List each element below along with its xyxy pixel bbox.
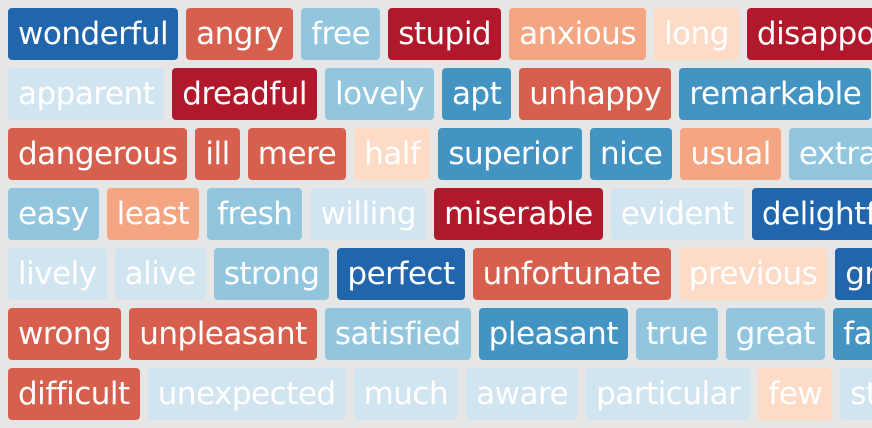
word-tile-perfect[interactable]: perfect — [337, 248, 465, 300]
word-tile-stupid[interactable]: stupid — [388, 8, 502, 60]
word-tile-steady[interactable]: steady — [840, 368, 872, 420]
word-tile-easy[interactable]: easy — [8, 188, 99, 240]
word-tile-great[interactable]: great — [725, 308, 826, 360]
word-row: apparent dreadful lovely apt unhappy rem… — [8, 68, 872, 120]
word-tile-extraordina[interactable]: extraordina — [788, 128, 872, 180]
word-row: easy least fresh willing miserable evide… — [8, 188, 872, 240]
word-row: lively alive strong perfect unfortunate … — [8, 248, 872, 300]
word-row: wonderful angry free stupid anxious long… — [8, 8, 872, 60]
word-tile-lively[interactable]: lively — [8, 248, 107, 300]
word-tile-satisfied[interactable]: satisfied — [324, 308, 471, 360]
word-tile-long[interactable]: long — [653, 8, 739, 60]
word-tile-nice[interactable]: nice — [589, 128, 673, 180]
word-tile-true[interactable]: true — [635, 308, 718, 360]
word-tile-delightful[interactable]: delightful — [751, 188, 872, 240]
word-tile-strong[interactable]: strong — [213, 248, 330, 300]
word-row: wrong unpleasant satisfied pleasant true… — [8, 308, 872, 360]
word-tile-fresh[interactable]: fresh — [207, 188, 303, 240]
word-tile-greatest[interactable]: greatest — [835, 248, 872, 300]
word-tile-difficult[interactable]: difficult — [8, 368, 140, 420]
word-tile-lovely[interactable]: lovely — [324, 68, 434, 120]
word-tile-previous[interactable]: previous — [678, 248, 828, 300]
word-tile-willing[interactable]: willing — [310, 188, 427, 240]
word-tile-apparent[interactable]: apparent — [8, 68, 165, 120]
word-tile-apt[interactable]: apt — [441, 68, 512, 120]
word-tile-aware[interactable]: aware — [466, 368, 579, 420]
word-tile-free[interactable]: free — [301, 8, 381, 60]
word-tile-unhappy[interactable]: unhappy — [519, 68, 672, 120]
word-tile-evident[interactable]: evident — [610, 188, 744, 240]
word-tile-wrong[interactable]: wrong — [8, 308, 122, 360]
word-row: difficult unexpected much aware particul… — [8, 368, 872, 420]
word-tile-least[interactable]: least — [106, 188, 200, 240]
word-tile-alive[interactable]: alive — [114, 248, 206, 300]
word-tile-mere[interactable]: mere — [247, 128, 347, 180]
word-tile-pleasant[interactable]: pleasant — [478, 308, 628, 360]
word-tile-miserable[interactable]: miserable — [434, 188, 603, 240]
word-tile-dangerous[interactable]: dangerous — [8, 128, 188, 180]
word-tile-half[interactable]: half — [354, 128, 431, 180]
word-tile-much[interactable]: much — [353, 368, 459, 420]
word-tile-fair[interactable]: fair — [833, 308, 872, 360]
word-tile-unexpected[interactable]: unexpected — [147, 368, 346, 420]
word-tile-remarkable[interactable]: remarkable — [679, 68, 872, 120]
word-row: dangerous ill mere half superior nice us… — [8, 128, 872, 180]
word-tile-usual[interactable]: usual — [680, 128, 781, 180]
word-tile-anxious[interactable]: anxious — [509, 8, 646, 60]
word-tile-few[interactable]: few — [758, 368, 833, 420]
word-tile-dreadful[interactable]: dreadful — [172, 68, 317, 120]
word-tile-angry[interactable]: angry — [186, 8, 294, 60]
word-tile-superior[interactable]: superior — [438, 128, 582, 180]
word-tile-wonderful[interactable]: wonderful — [8, 8, 179, 60]
word-tile-unfortunate[interactable]: unfortunate — [472, 248, 671, 300]
word-tile-disappointed[interactable]: disappointed — [746, 8, 872, 60]
word-tile-ill[interactable]: ill — [195, 128, 240, 180]
word-tile-particular[interactable]: particular — [586, 368, 751, 420]
word-tile-unpleasant[interactable]: unpleasant — [129, 308, 317, 360]
